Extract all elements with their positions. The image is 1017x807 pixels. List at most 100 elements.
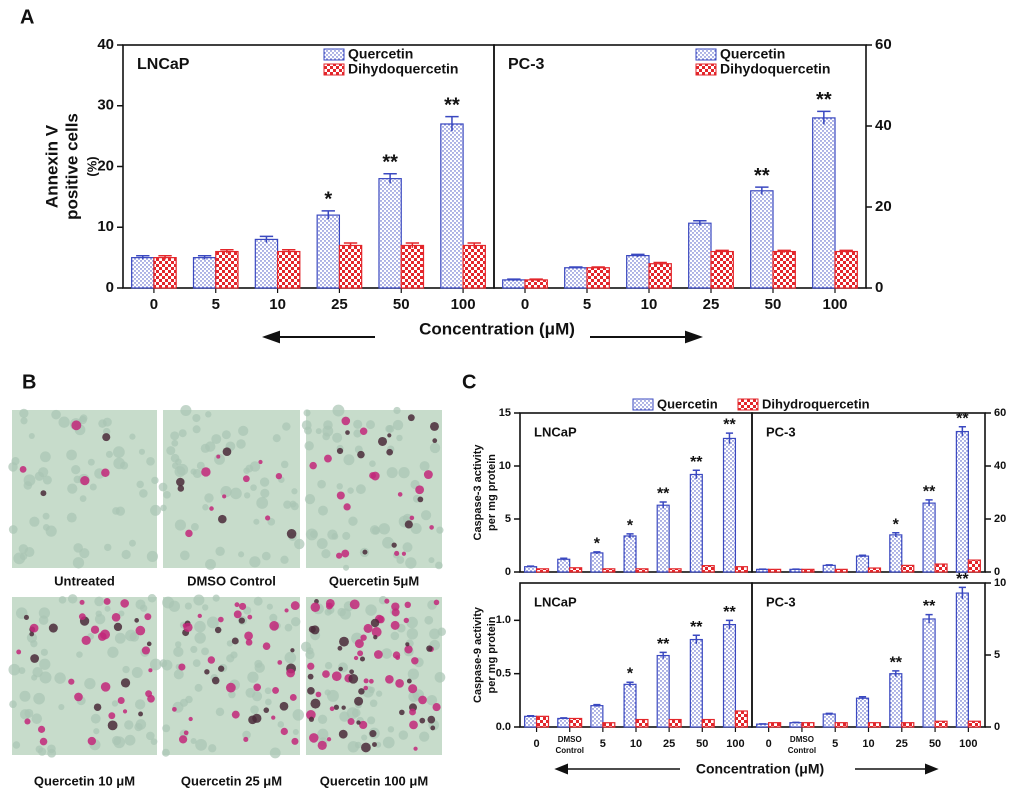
cell bbox=[113, 446, 125, 459]
cell bbox=[114, 632, 126, 644]
bar bbox=[524, 279, 548, 289]
stained-cell bbox=[71, 420, 82, 431]
error-bar bbox=[792, 721, 800, 724]
stained-cell bbox=[385, 674, 394, 684]
cell bbox=[39, 671, 52, 684]
error-bar bbox=[259, 235, 274, 243]
cell bbox=[24, 547, 35, 558]
stained-cell bbox=[348, 673, 359, 684]
x-axis-label: Concentration (μM) bbox=[696, 761, 824, 777]
stained-cell bbox=[138, 711, 143, 717]
error-bar bbox=[692, 634, 700, 644]
cell bbox=[420, 510, 432, 521]
stained-cell bbox=[405, 642, 410, 647]
stained-cell bbox=[172, 706, 177, 712]
bar bbox=[656, 504, 670, 573]
stained-cell bbox=[419, 717, 426, 724]
bar bbox=[822, 713, 836, 728]
cell bbox=[18, 667, 26, 675]
stained-cell bbox=[188, 716, 193, 722]
error-bar bbox=[958, 426, 966, 437]
cell bbox=[105, 450, 113, 458]
cell bbox=[215, 707, 225, 717]
significance: ** bbox=[923, 598, 936, 615]
stained-cell bbox=[207, 656, 216, 664]
bar bbox=[812, 117, 836, 289]
bar bbox=[602, 722, 616, 728]
stained-cell bbox=[100, 629, 110, 640]
error-bar bbox=[529, 278, 543, 281]
significance: ** bbox=[382, 152, 398, 174]
cell bbox=[113, 736, 126, 749]
cell bbox=[289, 500, 297, 508]
stained-cell bbox=[286, 668, 295, 678]
stained-cell bbox=[338, 729, 348, 739]
cell bbox=[292, 709, 305, 721]
stained-cell bbox=[384, 598, 390, 604]
cell bbox=[375, 741, 382, 748]
y-tick-label: 20 bbox=[875, 198, 892, 215]
cell bbox=[332, 404, 345, 417]
cell bbox=[173, 669, 184, 680]
bar bbox=[801, 722, 815, 728]
stained-cell bbox=[258, 459, 263, 465]
cell bbox=[180, 404, 192, 416]
cell bbox=[269, 747, 281, 759]
stained-cell bbox=[244, 631, 253, 641]
stained-cell bbox=[397, 492, 403, 497]
significance: ** bbox=[657, 636, 670, 653]
y-tick-label: 1.0 bbox=[496, 614, 511, 626]
stained-cell bbox=[141, 646, 151, 655]
cell bbox=[170, 431, 180, 441]
cell bbox=[332, 432, 343, 443]
y-tick-label: 0 bbox=[994, 721, 1000, 733]
stained-cell bbox=[201, 467, 211, 477]
stained-cell bbox=[277, 660, 283, 665]
cell bbox=[347, 487, 354, 494]
cell bbox=[19, 709, 31, 720]
cell bbox=[407, 668, 419, 680]
cell bbox=[174, 519, 186, 531]
stained-cell bbox=[310, 602, 321, 612]
stained-cell bbox=[363, 623, 373, 633]
stained-cell bbox=[322, 670, 330, 678]
cell bbox=[150, 738, 158, 746]
legend-swatch bbox=[323, 48, 345, 61]
x-tick-label: 50 bbox=[393, 296, 410, 313]
legend-swatch bbox=[695, 48, 717, 61]
error-bar bbox=[659, 651, 667, 659]
bar bbox=[967, 720, 981, 728]
cell bbox=[173, 646, 184, 658]
cell bbox=[104, 543, 112, 552]
cell bbox=[73, 475, 82, 484]
bar bbox=[400, 244, 425, 289]
significance: ** bbox=[444, 94, 460, 116]
bar bbox=[889, 534, 903, 573]
stained-cell bbox=[338, 666, 343, 672]
stained-cell bbox=[417, 496, 424, 503]
cell bbox=[121, 549, 131, 560]
error-bar bbox=[343, 242, 358, 248]
bar bbox=[688, 222, 712, 289]
error-bar bbox=[839, 249, 853, 253]
cell bbox=[348, 516, 358, 526]
cell bbox=[406, 628, 419, 640]
cell bbox=[163, 490, 171, 499]
cell bbox=[386, 425, 395, 433]
bar bbox=[834, 250, 858, 289]
cell bbox=[93, 728, 100, 735]
cell bbox=[129, 433, 136, 440]
stained-cell bbox=[253, 683, 262, 692]
cell bbox=[355, 484, 366, 495]
legend-swatch bbox=[695, 63, 717, 76]
stained-cell bbox=[290, 648, 295, 653]
significance: * bbox=[594, 535, 601, 552]
cell bbox=[111, 700, 119, 707]
bar bbox=[734, 566, 748, 573]
cell bbox=[264, 687, 272, 695]
cell bbox=[387, 726, 395, 733]
cell bbox=[406, 616, 418, 629]
stained-cell bbox=[308, 716, 315, 722]
stained-cell bbox=[113, 622, 123, 632]
cell bbox=[190, 645, 198, 653]
